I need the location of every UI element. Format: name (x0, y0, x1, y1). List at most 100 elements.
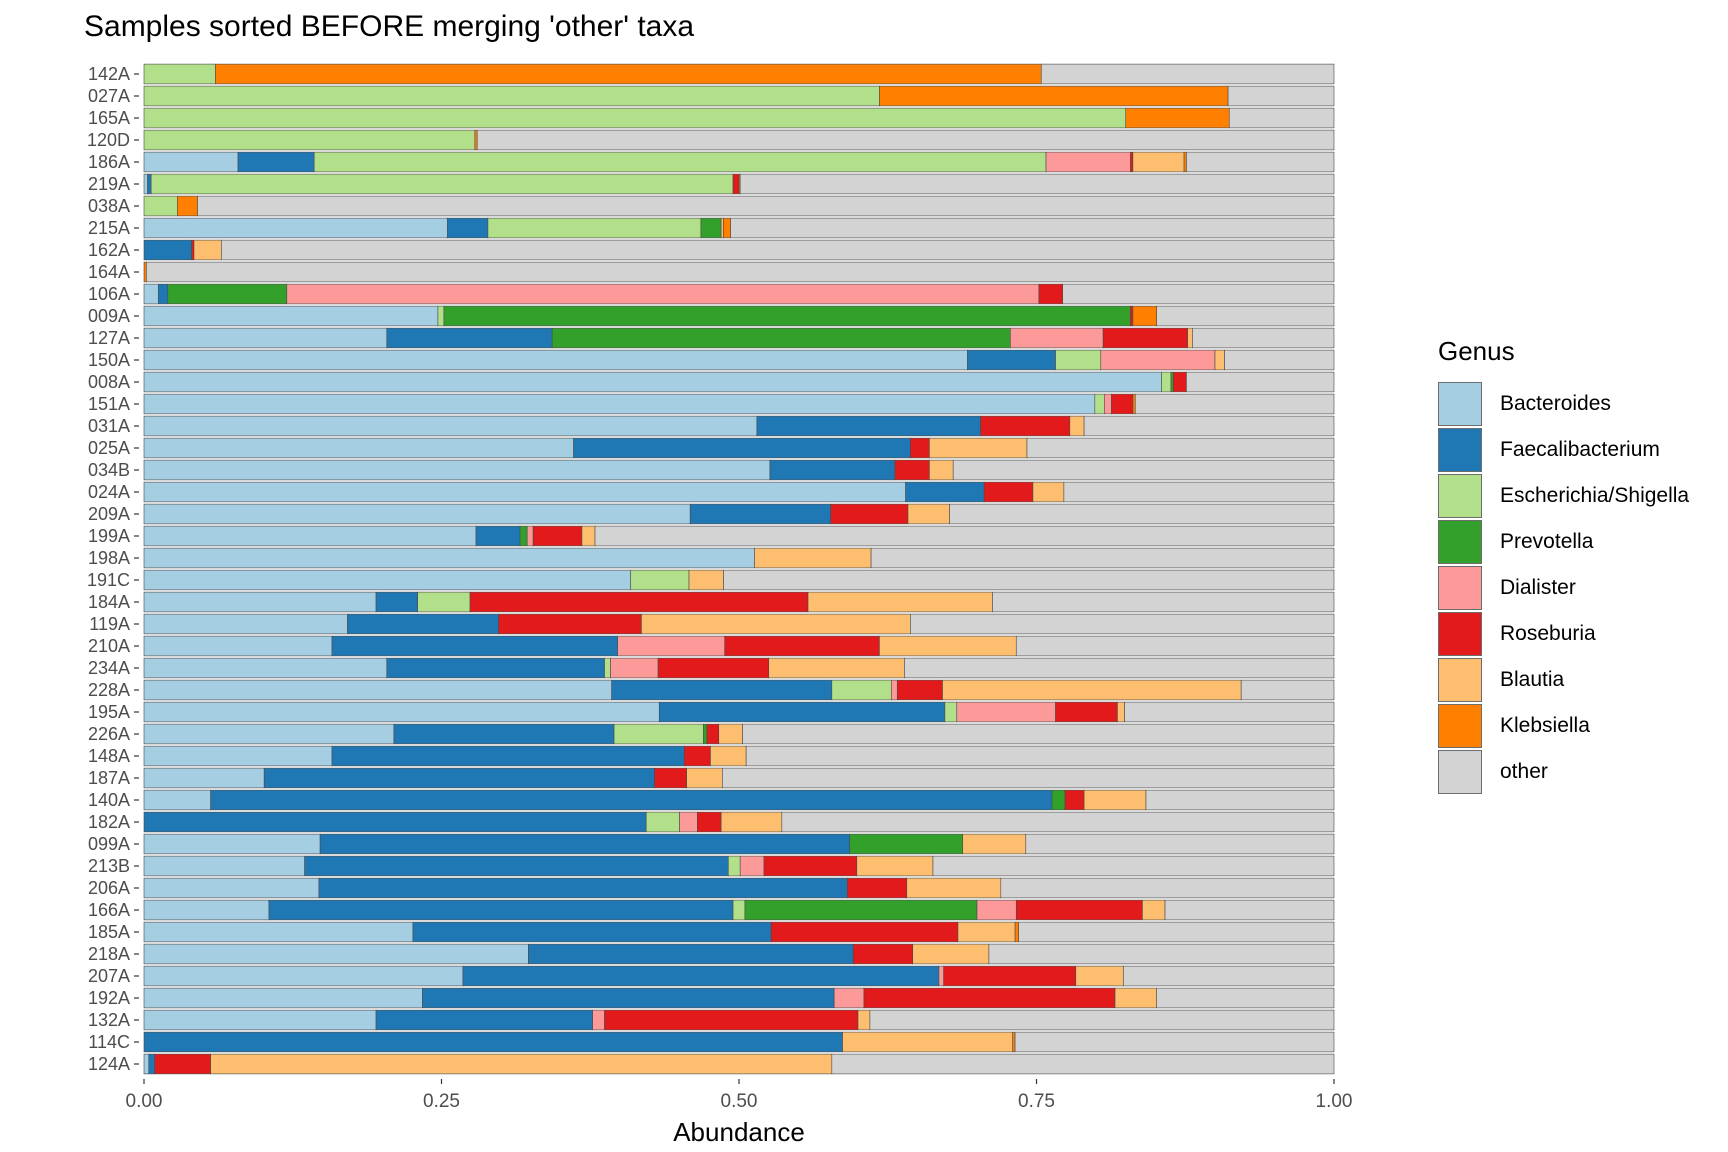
bar-segment-210A-faecalibacterium (331, 635, 618, 657)
y-tick-label-162A: 162A (88, 240, 130, 260)
bar-segment-186A-klebsiella (1183, 151, 1187, 173)
bar-segment-150A-faecalibacterium (967, 349, 1056, 371)
bar-segment-195A-dialister (956, 701, 1056, 723)
legend-swatch-roseburia (1438, 612, 1482, 656)
bar-segment-215A-bacteroides (143, 217, 448, 239)
bar-segment-184A-roseburia (469, 591, 809, 613)
bar-segment-187A-roseburia (654, 767, 687, 789)
bar-segment-226A-bacteroides (143, 723, 395, 745)
bar-segment-132A-dialister (592, 1009, 605, 1031)
x-tick-label-2: 0.50 (721, 1091, 758, 1112)
bar-segment-009A-roseburia (1130, 305, 1134, 327)
bar-segment-186A-escherichia-shigella (313, 151, 1047, 173)
legend-label-dialister: Dialister (1500, 576, 1576, 599)
bar-segment-186A-bacteroides (143, 151, 239, 173)
bar-segment-034B-blautia (929, 459, 954, 481)
bar-segment-209A-bacteroides (143, 503, 691, 525)
y-tick-label-185A: 185A (88, 922, 130, 942)
bar-segment-185A-bacteroides (143, 921, 414, 943)
y-tick-label-151A: 151A (88, 394, 130, 414)
bar-segment-119A-roseburia (498, 613, 642, 635)
bar-segment-234A-dialister (610, 657, 659, 679)
bar-segment-008A-roseburia (1173, 371, 1187, 393)
bar-segment-215A-other (730, 217, 1335, 239)
bar-segment-114C-faecalibacterium (143, 1031, 843, 1053)
bar-segment-206A-roseburia (846, 877, 908, 899)
bar-segment-031A-bacteroides (143, 415, 758, 437)
bar-segment-140A-other (1145, 789, 1335, 811)
bar-segment-165A-other (1228, 107, 1335, 129)
bar-segment-127A-other (1192, 327, 1335, 349)
bar-segment-142A-escherichia-shigella (143, 63, 216, 85)
bar-segment-184A-blautia (807, 591, 993, 613)
bar-segment-151A-bacteroides (143, 393, 1096, 415)
bar-segment-207A-roseburia (943, 965, 1077, 987)
bar-segment-119A-other (910, 613, 1335, 635)
bar-segment-185A-other (1018, 921, 1335, 943)
bar-segment-124A-blautia (210, 1053, 833, 1075)
bar-segment-124A-other (831, 1053, 1335, 1075)
bar-segment-228A-escherichia-shigella (831, 679, 892, 701)
bar-segment-038A-escherichia-shigella (143, 195, 178, 217)
bar-segment-027A-klebsiella (879, 85, 1229, 107)
bar-segment-148A-roseburia (683, 745, 711, 767)
legend-swatch-faecalibacterium (1438, 428, 1482, 472)
bar-segment-209A-other (949, 503, 1335, 525)
bar-segment-151A-other (1134, 393, 1335, 415)
bar-segment-191C-bacteroides (143, 569, 632, 591)
bar-segment-186A-other (1186, 151, 1335, 173)
bar-segment-192A-bacteroides (143, 987, 423, 1009)
bar-segment-009A-klebsiella (1132, 305, 1157, 327)
y-tick-label-027A: 027A (88, 86, 130, 106)
bar-segment-106A-other (1062, 283, 1335, 305)
bar-segment-038A-klebsiella (177, 195, 198, 217)
x-tick-label-4: 1.00 (1316, 1091, 1353, 1112)
bar-segment-127A-dialister (1010, 327, 1104, 349)
bar-segment-184A-other (992, 591, 1335, 613)
legend-swatch-dialister (1438, 566, 1482, 610)
bar-segment-234A-other (904, 657, 1335, 679)
bar-segment-226A-prevotella (702, 723, 708, 745)
y-tick-label-034B: 034B (88, 460, 130, 480)
y-tick-label-195A: 195A (88, 702, 130, 722)
bar-segment-213B-roseburia (763, 855, 858, 877)
bar-segment-140A-bacteroides (143, 789, 211, 811)
bar-segment-008A-escherichia-shigella (1161, 371, 1172, 393)
bar-segment-199A-other (594, 525, 1335, 547)
y-tick-label-192A: 192A (88, 988, 130, 1008)
bar-segment-199A-bacteroides (143, 525, 477, 547)
bar-segment-031A-roseburia (980, 415, 1071, 437)
y-tick-label-025A: 025A (88, 438, 130, 458)
bar-segment-206A-other (1000, 877, 1335, 899)
bar-segment-025A-other (1026, 437, 1335, 459)
legend-swatch-other (1438, 750, 1482, 794)
bar-segment-166A-escherichia-shigella (732, 899, 746, 921)
bar-segment-034B-faecalibacterium (769, 459, 896, 481)
bar-segment-034B-roseburia (894, 459, 930, 481)
y-tick-label-008A: 008A (88, 372, 130, 392)
bar-segment-024A-bacteroides (143, 481, 906, 503)
bar-segment-207A-dialister (938, 965, 944, 987)
bar-segment-228A-bacteroides (143, 679, 612, 701)
bar-segment-031A-other (1083, 415, 1335, 437)
bar-segment-184A-faecalibacterium (375, 591, 418, 613)
bar-segment-151A-escherichia-shigella (1094, 393, 1105, 415)
legend: Genus Bacteroides Faecalibacterium Escheri… (1438, 336, 1689, 795)
bar-segment-132A-faecalibacterium (375, 1009, 593, 1031)
bar-segment-124A-bacteroides (143, 1053, 150, 1075)
bar-segment-038A-other (197, 195, 1335, 217)
y-tick-label-228A: 228A (88, 680, 130, 700)
bar-segment-186A-blautia (1132, 151, 1185, 173)
y-tick-label-191C: 191C (87, 570, 130, 590)
bar-segment-127A-blautia (1187, 327, 1193, 349)
bar-segment-164A-klebsiella (143, 261, 147, 283)
bar-segment-148A-faecalibacterium (331, 745, 685, 767)
bar-segment-150A-bacteroides (143, 349, 968, 371)
bar-segment-166A-dialister (976, 899, 1017, 921)
bar-segment-234A-bacteroides (143, 657, 388, 679)
bar-segment-185A-blautia (957, 921, 1016, 943)
legend-label-other: other (1500, 760, 1548, 783)
legend-label-bacteroides: Bacteroides (1500, 392, 1611, 415)
bar-segment-099A-faecalibacterium (319, 833, 850, 855)
bar-segment-008A-prevotella (1170, 371, 1174, 393)
